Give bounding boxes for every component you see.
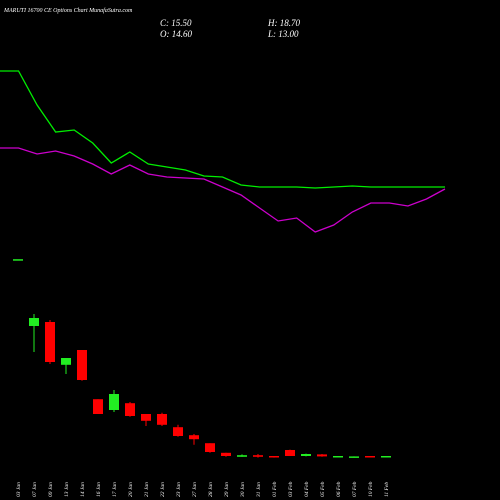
x-tick-label: 09 Jan <box>48 482 54 497</box>
line-series <box>0 70 445 189</box>
x-tick-label: 17 Jan <box>112 482 118 497</box>
low-label: L: 13.00 <box>267 29 299 39</box>
x-tick-label: 01 Feb <box>272 481 278 497</box>
candle-body <box>253 455 263 457</box>
candle-body <box>349 456 359 458</box>
chart-title: MARUTI 16700 CE Options Chart MunafaSutr… <box>3 7 133 14</box>
candle-body <box>13 259 23 261</box>
candle-body <box>317 454 327 457</box>
x-tick-label: 07 Jan <box>32 482 38 497</box>
high-label: H: 18.70 <box>267 18 300 28</box>
x-tick-label: 06 Feb <box>336 481 342 497</box>
candle-body <box>141 414 151 421</box>
candle-body <box>77 350 87 380</box>
candle-body <box>221 452 231 456</box>
candle-body <box>301 454 311 456</box>
x-tick-label: 31 Jan <box>256 482 262 498</box>
x-tick-label: 13 Jan <box>64 482 70 497</box>
close-label: C: 15.50 <box>160 18 192 28</box>
candle-body <box>285 450 295 456</box>
candle-body <box>269 456 279 458</box>
candle-body <box>189 435 199 440</box>
candle-body <box>109 394 119 410</box>
candle-body <box>125 403 135 416</box>
x-tick-label: 05 Feb <box>320 481 326 497</box>
candle-body <box>45 322 55 362</box>
candle-body <box>157 414 167 425</box>
candle-body <box>173 427 183 436</box>
x-tick-label: 10 Feb <box>368 481 374 497</box>
x-tick-label: 22 Jan <box>160 482 166 497</box>
x-tick-label: 14 Jan <box>79 482 86 497</box>
x-tick-label: 21 Jan <box>144 482 150 497</box>
line-series <box>0 147 446 233</box>
candle-body <box>237 455 247 457</box>
candle-body <box>381 456 391 458</box>
x-tick-label: 20 Jan <box>128 482 134 497</box>
candle-body <box>333 456 343 458</box>
x-tick-label: 16 Jan <box>96 482 102 497</box>
x-tick-label: 27 Jan <box>192 482 198 497</box>
x-tick-label: 07 Feb <box>352 481 358 497</box>
candle-body <box>61 358 71 365</box>
x-tick-label: 04 Feb <box>303 481 310 497</box>
open-label: O: 14.60 <box>160 29 192 39</box>
x-tick-label: 03 Jan <box>16 482 22 497</box>
candle-body <box>93 399 103 414</box>
x-tick-label: 28 Jan <box>208 482 214 497</box>
x-tick-label: 29 Jan <box>224 482 230 497</box>
x-tick-label: 03 Feb <box>288 481 294 497</box>
x-tick-label: 23 Jan <box>176 482 182 497</box>
x-tick-label: 30 Jan <box>240 482 246 498</box>
candle-body <box>365 456 375 458</box>
candle-body <box>29 318 39 326</box>
x-tick-label: 11 Feb <box>384 482 390 497</box>
candle-body <box>205 443 215 452</box>
